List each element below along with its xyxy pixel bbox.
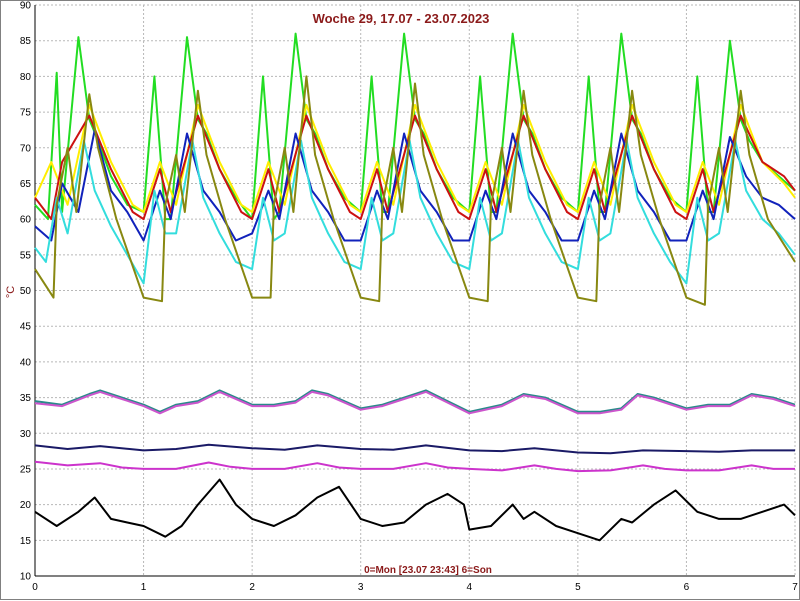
y-tick-label: 15	[20, 536, 32, 547]
y-tick-label: 90	[20, 1, 32, 12]
series-line-4	[34, 139, 796, 285]
series-line-7	[34, 390, 796, 415]
x-tick-label: 6	[684, 582, 690, 593]
y-tick-label: 20	[20, 500, 32, 511]
y-tick-label: 40	[20, 357, 32, 368]
y-tick-label: 50	[20, 286, 32, 297]
x-tick-label: 2	[249, 582, 255, 593]
x-tick-label: 4	[467, 582, 473, 593]
y-tick-label: 60	[20, 215, 32, 226]
series-line-9	[34, 460, 795, 473]
series-line-10	[34, 478, 796, 542]
grid	[34, 4, 796, 577]
y-tick-label: 35	[20, 393, 32, 404]
y-tick-label: 75	[20, 108, 32, 119]
y-tick-label: 80	[20, 72, 32, 83]
y-tick-label: 10	[20, 572, 32, 583]
y-tick-label: 25	[20, 464, 32, 475]
series-line-1	[34, 103, 796, 213]
y-tick-label: 70	[20, 143, 32, 154]
series-line-5	[34, 75, 796, 306]
series-line-2	[34, 114, 796, 221]
y-axis-label: °C	[5, 286, 17, 298]
series-line-6	[34, 389, 796, 413]
x-tick-label: 5	[575, 582, 581, 593]
chart-title: Woche 29, 17.07 - 23.07.2023	[313, 11, 490, 26]
y-tick-label: 65	[20, 179, 32, 190]
x-tick-label: 1	[141, 582, 147, 593]
x-tick-label: 0	[32, 582, 38, 593]
series-group	[34, 32, 796, 542]
y-tick-label: 55	[20, 250, 32, 261]
y-tick-label: 30	[20, 429, 32, 440]
x-tick-label: 3	[358, 582, 364, 593]
series-line-8	[34, 443, 795, 455]
series-line-3	[34, 128, 796, 242]
series-line-0	[34, 32, 796, 221]
x-axis-label: 0=Mon [23.07 23:43] 6=Son	[364, 565, 492, 576]
y-tick-label: 85	[20, 36, 32, 47]
y-tick-label: 45	[20, 322, 32, 333]
x-tick-label: 7	[792, 582, 798, 593]
